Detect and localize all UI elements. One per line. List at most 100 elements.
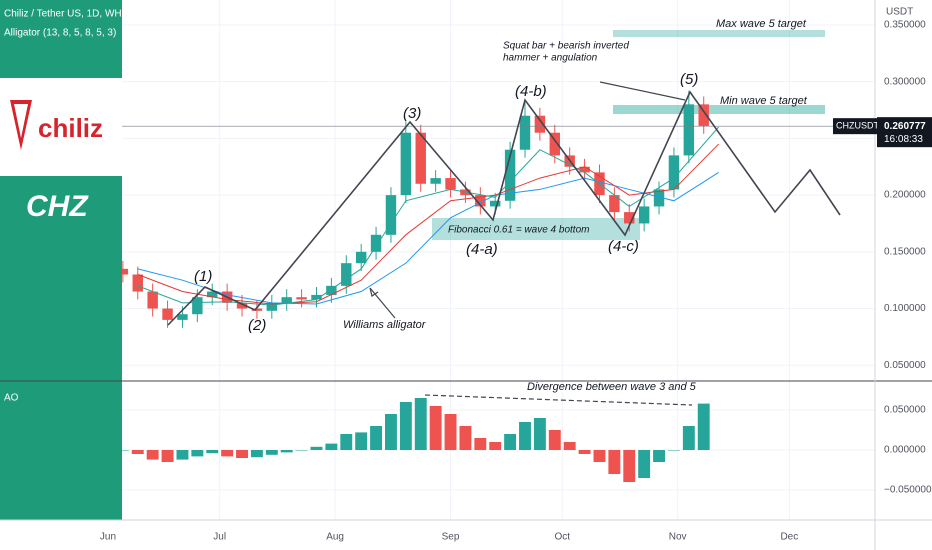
ao-bar	[325, 443, 338, 450]
ao-bar	[236, 450, 248, 458]
ao-bar	[578, 450, 591, 454]
countdown: 16:08:33	[884, 134, 923, 145]
candle-body	[534, 115, 546, 133]
wave-label: (3)	[403, 105, 421, 122]
candle-body	[281, 297, 292, 303]
divergence-line	[424, 394, 693, 406]
ao-bar	[355, 432, 368, 450]
candle-body	[579, 166, 590, 173]
candle-body	[475, 195, 486, 207]
ao-bar	[370, 426, 383, 450]
candle-body	[668, 155, 680, 190]
x-tick-label: Sep	[442, 532, 460, 543]
ao-bar	[280, 450, 293, 453]
candle-body	[266, 302, 278, 311]
currency: USDT	[886, 7, 913, 18]
candle-body	[251, 308, 263, 311]
y-tick-label: −0.050000	[884, 485, 932, 496]
ao-bar	[519, 422, 531, 450]
candle-body	[177, 314, 188, 320]
annotation: Fibonacci 0.61 = wave 4 bottom	[448, 225, 589, 236]
min-target-zone	[613, 105, 825, 114]
ao-bar	[682, 426, 695, 450]
ao-bar	[608, 450, 621, 474]
candle-body	[683, 104, 695, 156]
ao-bar	[593, 450, 606, 462]
ao-bar	[414, 398, 427, 450]
arrow	[599, 81, 686, 101]
candle-body	[400, 132, 412, 196]
ao-bar	[623, 450, 636, 482]
candle-body	[609, 195, 620, 213]
symbol-box	[833, 118, 877, 135]
candle-body	[624, 212, 635, 224]
wave-path	[167, 90, 841, 326]
annotation: Squat bar + bearish inverted	[503, 41, 629, 52]
ao-bar	[191, 450, 204, 457]
candle-body	[147, 291, 158, 309]
wave-label: (5)	[680, 71, 698, 88]
y-tick-label: 0.000000	[884, 445, 926, 456]
last-price-label: 0.260777	[884, 121, 926, 132]
candle-body	[341, 263, 352, 286]
candle-body	[117, 268, 129, 275]
annotation: Williams alligator	[343, 319, 427, 331]
price-box	[877, 117, 932, 148]
ao-bar	[161, 450, 174, 462]
logo-text: chiliz	[38, 113, 103, 143]
ao-bar	[295, 450, 308, 451]
annotation: Max wave 5 target	[716, 18, 807, 30]
candle-body	[430, 178, 441, 184]
symbol-label: CHZUSDT	[836, 121, 879, 131]
logo-box	[0, 78, 122, 176]
ao-title: AO	[4, 393, 19, 404]
ao-bar	[429, 406, 442, 450]
wave-label: (4-a)	[466, 241, 498, 258]
candle-body	[504, 149, 516, 201]
ao-bar	[265, 450, 278, 455]
candle-body	[638, 206, 650, 224]
candle-body	[355, 251, 367, 264]
arrow	[369, 287, 396, 319]
annotation: hammer + angulation	[503, 53, 598, 64]
ao-bar	[474, 438, 487, 450]
y-tick-label: 0.050000	[884, 360, 926, 371]
candle-body	[132, 274, 143, 292]
ao-bar	[221, 450, 234, 457]
candle-body	[326, 285, 337, 295]
y-tick-label: 0.350000	[884, 20, 926, 31]
ao-bar	[653, 450, 665, 462]
ao-bar	[146, 450, 159, 460]
candle-body	[445, 178, 456, 190]
candle-body	[698, 104, 709, 126]
alligator-line	[137, 126, 719, 306]
candle-body	[370, 234, 382, 252]
x-tick-label: Jun	[100, 532, 116, 543]
candle-body	[549, 132, 560, 156]
candle-body	[519, 115, 531, 150]
candle-body	[415, 132, 426, 184]
fib-zone	[432, 218, 640, 240]
y-tick-label: 0.200000	[884, 190, 926, 201]
candle-body	[192, 297, 203, 315]
x-tick-label: Nov	[669, 532, 687, 543]
wave-label: (2)	[248, 317, 266, 334]
candle-body	[236, 302, 248, 309]
candle-body	[296, 297, 307, 300]
ticker: CHZ	[26, 190, 89, 223]
candle-body	[207, 291, 218, 298]
ao-bar	[116, 450, 129, 451]
ao-bar	[131, 450, 144, 454]
ao-bar	[638, 450, 651, 478]
ao-bar	[399, 402, 412, 450]
ao-bar	[548, 430, 561, 450]
y-tick-label: 0.050000	[884, 405, 926, 416]
ao-bar	[444, 414, 457, 450]
ao-bar	[340, 434, 353, 450]
candle-body	[490, 200, 501, 207]
ao-bar	[489, 442, 502, 450]
ao-bar	[667, 450, 680, 451]
ao-bar	[533, 418, 546, 450]
axes: 0.0500000.1000000.1500000.2000000.250000…	[100, 20, 932, 543]
candle-body	[653, 189, 665, 207]
